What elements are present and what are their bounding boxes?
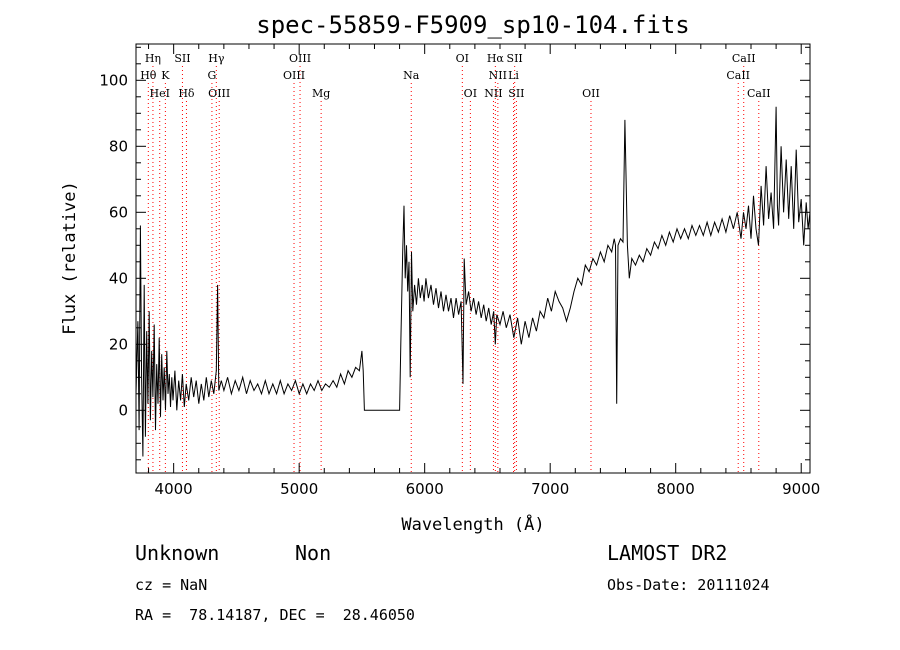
y-tick-label: 20 — [109, 335, 128, 353]
coordinates: RA = 78.14187, DEC = 28.46050 — [135, 606, 415, 624]
y-tick-label: 60 — [109, 203, 128, 221]
spectral-line-label: OI — [456, 52, 469, 65]
redshift-value: cz = NaN — [135, 576, 207, 594]
spectral-line-label: OIII — [289, 52, 311, 65]
object-subclass: Non — [295, 541, 331, 565]
obs-date: Obs-Date: 20111024 — [607, 576, 770, 594]
y-tick-label: 80 — [109, 137, 128, 155]
spectral-line-label: SII — [174, 52, 190, 65]
y-axis: 0 20 40 60 80 100 — [99, 46, 810, 461]
y-tick-label: 100 — [99, 71, 128, 89]
spectral-line-label: NII — [489, 69, 507, 82]
x-tick-label: 7000 — [531, 480, 569, 498]
spectral-line-label: OIII — [283, 69, 305, 82]
object-class: Unknown — [135, 541, 219, 565]
spectral-line-label: SII — [507, 52, 523, 65]
x-axis: 4000 5000 6000 7000 8000 9000 — [148, 44, 820, 498]
spectral-line-label: G — [208, 69, 217, 82]
x-tick-label: 4000 — [155, 480, 193, 498]
spectral-line-label: OI — [464, 87, 477, 100]
spectral-line-label: Li — [508, 69, 519, 82]
spectral-line-label: CaII — [726, 69, 750, 82]
survey-name: LAMOST DR2 — [607, 541, 727, 565]
spectral-line-label: NII — [484, 87, 502, 100]
y-tick-label: 0 — [118, 401, 128, 419]
spectral-line-label: SII — [508, 87, 524, 100]
x-tick-label: 5000 — [280, 480, 318, 498]
chart-title: spec-55859-F5909_sp10-104.fits — [256, 11, 689, 39]
spectral-line-label: Hη — [145, 52, 161, 65]
y-tick-label: 40 — [109, 269, 128, 287]
spectral-line-label: Hγ — [208, 52, 225, 65]
spectral-line-label: Hα — [487, 52, 505, 65]
spectral-line-label: Hθ — [140, 69, 157, 82]
plot-frame — [135, 43, 811, 474]
spectrum-series-line — [135, 106, 811, 457]
x-axis-label: Wavelength (Å) — [401, 513, 544, 535]
x-tick-label: 9000 — [782, 480, 820, 498]
spectral-line-label: OIII — [208, 87, 230, 100]
spectral-line-markers — [147, 66, 760, 473]
spectral-line-label: CaII — [747, 87, 771, 100]
x-tick-label: 6000 — [406, 480, 444, 498]
spectral-line-label: Hδ — [178, 87, 195, 100]
x-tick-label: 8000 — [657, 480, 695, 498]
spectral-line-label: OII — [582, 87, 600, 100]
spectral-line-label: CaII — [732, 52, 756, 65]
spectral-line-label: Na — [403, 69, 420, 82]
spectral-line-label: K — [161, 69, 170, 82]
spectral-line-label: Mg — [312, 87, 330, 100]
y-axis-label: Flux (relative) — [60, 181, 80, 335]
spectral-line-label: HeI — [149, 87, 169, 100]
